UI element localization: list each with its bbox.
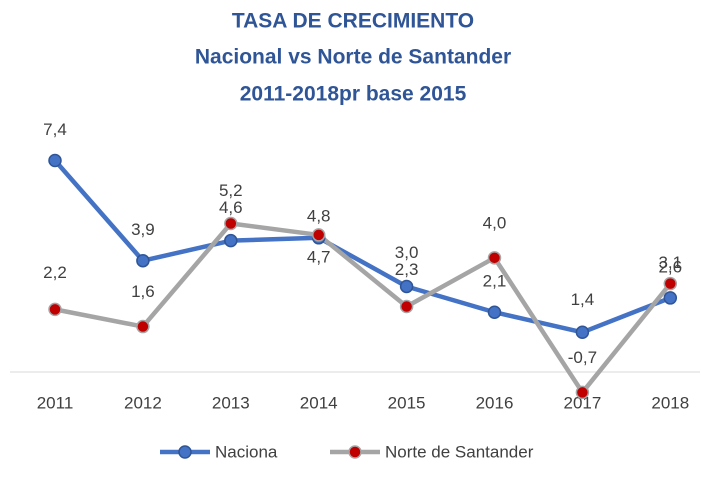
data-point <box>224 233 238 248</box>
data-label: -0,7 <box>568 348 597 367</box>
data-label: 4,8 <box>307 206 331 225</box>
data-point <box>663 291 678 305</box>
legend-marker <box>178 445 192 459</box>
data-label: 7,4 <box>43 120 67 139</box>
data-point <box>663 276 678 291</box>
series-line <box>53 159 672 335</box>
chart-subtitle: 2011-2018pr base 2015 <box>240 83 467 106</box>
data-point <box>136 253 150 268</box>
legend-label: Norte de Santander <box>385 442 534 461</box>
data-label: 3,9 <box>131 220 155 239</box>
data-point <box>487 251 502 265</box>
legend-marker <box>348 445 362 459</box>
x-tick-label: 2011 <box>37 393 74 412</box>
data-label: 4,0 <box>483 213 507 232</box>
data-label: 2,3 <box>395 260 419 279</box>
x-tick-label: 2013 <box>212 393 250 412</box>
data-point <box>224 216 238 231</box>
data-point <box>575 385 590 400</box>
data-label: 1,4 <box>571 290 595 309</box>
x-tick-label: 2016 <box>476 393 514 412</box>
data-point <box>311 228 326 242</box>
data-label: 2,2 <box>43 263 67 282</box>
data-point <box>487 305 502 319</box>
data-point <box>48 302 62 317</box>
data-label: 3,1 <box>658 253 682 272</box>
series-line <box>54 221 673 395</box>
data-label: 4,6 <box>219 198 243 217</box>
x-tick-label: 2018 <box>651 393 689 412</box>
data-point <box>136 319 150 334</box>
x-tick-label: 2012 <box>124 393 162 412</box>
data-label: 2,6 <box>658 257 682 276</box>
x-tick-label: 2015 <box>388 393 426 412</box>
data-point <box>399 299 414 314</box>
x-tick-label: 2014 <box>300 393 338 412</box>
x-tick-label: 2017 <box>563 393 601 412</box>
legend-label: Naciona <box>215 442 278 461</box>
chart-title: TASA DE CRECIMIENTO <box>232 10 474 33</box>
data-point <box>399 279 414 294</box>
data-point <box>575 325 590 340</box>
data-point <box>48 153 62 168</box>
data-label: 3,0 <box>395 243 419 262</box>
data-label: 2,1 <box>483 272 507 291</box>
data-label: 5,2 <box>219 181 243 200</box>
chart-subtitle: Nacional vs Norte de Santander <box>195 46 511 69</box>
data-label: 1,6 <box>131 282 155 301</box>
data-label: 4,7 <box>307 247 331 266</box>
